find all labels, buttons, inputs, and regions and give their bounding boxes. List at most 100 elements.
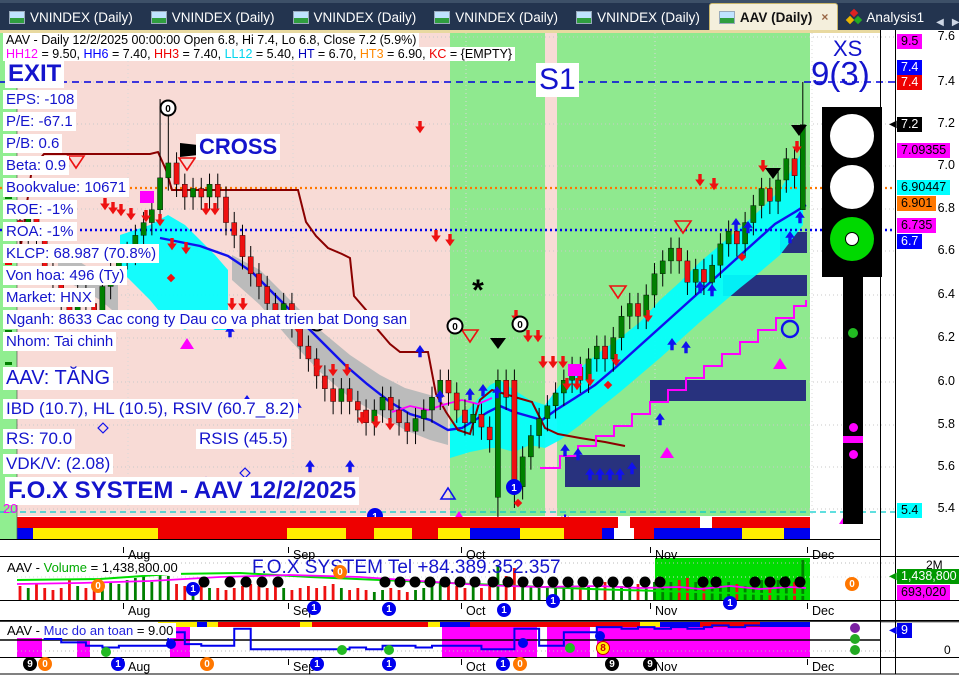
volume-bar[interactable] xyxy=(175,584,178,600)
candle-body[interactable] xyxy=(758,188,765,206)
volume-bar[interactable] xyxy=(282,588,286,600)
candle-body[interactable] xyxy=(618,316,625,338)
candle-body[interactable] xyxy=(651,273,658,296)
candle-body[interactable] xyxy=(717,243,724,266)
candle-body[interactable] xyxy=(610,337,617,360)
candle-body[interactable] xyxy=(692,269,699,283)
volume-bar[interactable] xyxy=(793,582,796,600)
volume-bar[interactable] xyxy=(430,586,434,600)
scroll-tabs-left-icon[interactable]: ◀ xyxy=(936,17,944,28)
volume-bar[interactable] xyxy=(545,586,549,600)
candle-body[interactable] xyxy=(503,380,509,398)
volume-bar[interactable] xyxy=(339,588,343,600)
candle-body[interactable] xyxy=(412,418,419,432)
candle-body[interactable] xyxy=(305,345,312,360)
volume-bar[interactable] xyxy=(611,584,615,600)
candle-body[interactable] xyxy=(338,388,345,402)
candle-body[interactable] xyxy=(247,256,254,274)
tab-vnindex-daily-[interactable]: VNINDEX (Daily) xyxy=(425,4,567,30)
volume-bar[interactable] xyxy=(578,582,582,600)
candle-body[interactable] xyxy=(157,177,163,211)
volume-bar[interactable] xyxy=(405,592,409,600)
volume-bar[interactable] xyxy=(125,580,129,600)
volume-bar[interactable] xyxy=(109,582,113,600)
volume-bar[interactable] xyxy=(68,580,71,600)
volume-bar[interactable] xyxy=(480,588,483,600)
candle-body[interactable] xyxy=(684,260,691,283)
volume-bar[interactable] xyxy=(298,588,302,600)
volume-bar[interactable] xyxy=(677,580,681,600)
candle-body[interactable] xyxy=(594,345,600,360)
volume-bar[interactable] xyxy=(26,588,30,600)
candle-body[interactable] xyxy=(635,303,641,317)
candle-body[interactable] xyxy=(140,222,147,236)
volume-bar[interactable] xyxy=(513,568,516,600)
candle-body[interactable] xyxy=(734,230,740,245)
candle-body[interactable] xyxy=(355,401,361,411)
candle-body[interactable] xyxy=(626,303,633,317)
volume-bar[interactable] xyxy=(562,586,566,600)
volume-bar[interactable] xyxy=(488,586,492,600)
volume-bar[interactable] xyxy=(224,590,228,600)
volume-bar[interactable] xyxy=(43,588,47,600)
volume-bar[interactable] xyxy=(101,588,104,600)
volume-bar[interactable] xyxy=(587,586,590,600)
candle-body[interactable] xyxy=(198,188,205,198)
candle-body[interactable] xyxy=(602,345,608,360)
candle-body[interactable] xyxy=(206,184,213,198)
candle-body[interactable] xyxy=(783,158,790,181)
candle-body[interactable] xyxy=(709,264,715,283)
candle-body[interactable] xyxy=(528,435,534,458)
volume-bar[interactable] xyxy=(307,586,310,600)
volume-bar[interactable] xyxy=(166,576,170,600)
volume-bar[interactable] xyxy=(348,590,351,600)
candle-body[interactable] xyxy=(668,247,674,262)
volume-bar[interactable] xyxy=(216,588,220,600)
candle-body[interactable] xyxy=(173,162,180,185)
candle-body[interactable] xyxy=(231,222,238,236)
tab-aav-daily-[interactable]: AAV (Daily) × xyxy=(708,3,839,30)
candle-body[interactable] xyxy=(379,397,386,411)
candle-body[interactable] xyxy=(453,392,460,411)
candle-body[interactable] xyxy=(725,230,732,245)
candle-body[interactable] xyxy=(519,456,526,487)
tab-vnindex-daily-[interactable]: VNINDEX (Daily) xyxy=(0,4,142,30)
candle-body[interactable] xyxy=(181,184,188,198)
candle-body[interactable] xyxy=(190,188,196,198)
volume-bar[interactable] xyxy=(76,586,80,600)
volume-bar[interactable] xyxy=(372,592,376,600)
tab-analysis1[interactable]: Analysis1 xyxy=(838,4,933,30)
volume-bar[interactable] xyxy=(18,586,22,600)
volume-bar[interactable] xyxy=(265,588,269,600)
volume-bar[interactable] xyxy=(142,576,145,600)
volume-bar[interactable] xyxy=(776,580,780,600)
volume-bar[interactable] xyxy=(59,588,63,600)
volume-bar[interactable] xyxy=(232,588,236,600)
candle-body[interactable] xyxy=(470,414,477,423)
volume-bar[interactable] xyxy=(595,584,599,600)
volume-bar[interactable] xyxy=(620,586,623,600)
volume-bar[interactable] xyxy=(364,590,368,600)
volume-bar[interactable] xyxy=(249,584,253,600)
volume-bar[interactable] xyxy=(158,574,162,600)
candle-body[interactable] xyxy=(256,273,262,287)
volume-bar[interactable] xyxy=(133,578,137,600)
volume-bar[interactable] xyxy=(117,584,121,600)
volume-bar[interactable] xyxy=(92,590,96,600)
candle-body[interactable] xyxy=(552,392,559,406)
volume-bar[interactable] xyxy=(694,582,698,600)
candle-body[interactable] xyxy=(420,409,427,419)
volume-bar[interactable] xyxy=(199,586,203,600)
volume-bar[interactable] xyxy=(323,586,327,600)
candle-body[interactable] xyxy=(544,405,551,419)
candle-body[interactable] xyxy=(462,409,468,423)
volume-bar[interactable] xyxy=(51,590,55,600)
volume-bar[interactable] xyxy=(603,582,607,600)
volume-bar[interactable] xyxy=(735,584,739,600)
volume-bar[interactable] xyxy=(447,584,450,600)
candle-body[interactable] xyxy=(478,414,485,428)
volume-bar[interactable] xyxy=(257,586,261,600)
volume-bar[interactable] xyxy=(463,588,467,600)
volume-bar[interactable] xyxy=(208,588,211,600)
candle-body[interactable] xyxy=(346,388,353,402)
